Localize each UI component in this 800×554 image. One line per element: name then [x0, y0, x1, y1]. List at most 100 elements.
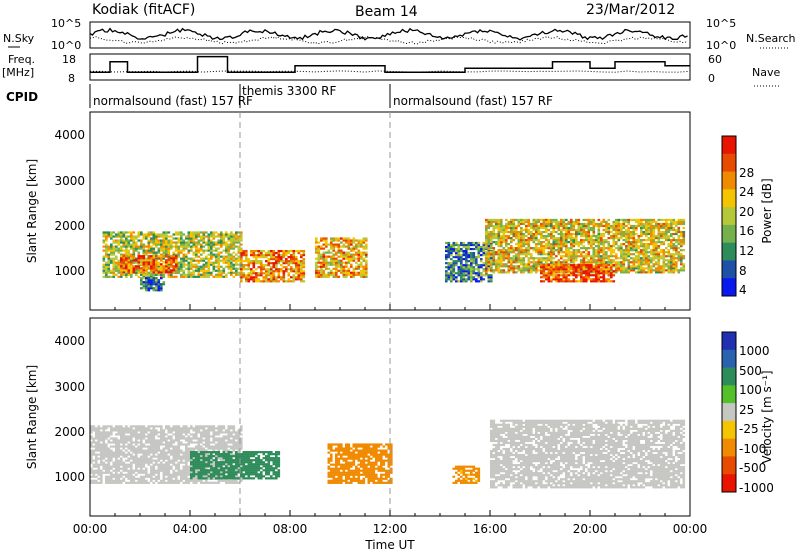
- power-cell: [587, 259, 591, 262]
- power-cell: [615, 224, 618, 228]
- power-cell: [242, 251, 246, 255]
- power-cell: [657, 251, 661, 254]
- velocity-cell: [95, 445, 98, 448]
- power-cell: [180, 231, 183, 234]
- velocity-cell: [155, 471, 158, 474]
- power-cell: [102, 235, 106, 238]
- power-cell: [575, 220, 578, 224]
- velocity-cell: [140, 457, 143, 460]
- velocity-cell: [167, 437, 171, 440]
- power-cell: [127, 253, 131, 256]
- power-cell: [557, 224, 561, 228]
- power-cell: [595, 274, 598, 277]
- power-cell: [607, 274, 611, 277]
- power-cell: [662, 218, 666, 222]
- velocity-cell: [185, 437, 188, 440]
- power-cell: [167, 265, 171, 268]
- power-cell: [595, 234, 598, 238]
- power-cell: [610, 269, 613, 272]
- power-cell: [155, 283, 158, 286]
- power-cell: [570, 238, 573, 242]
- power-cell: [137, 265, 141, 268]
- freq-tick-hi: 18: [62, 53, 76, 66]
- power-cell: [567, 220, 571, 224]
- power-cell: [530, 267, 533, 270]
- velocity-cell: [117, 473, 121, 476]
- power-cell: [165, 243, 168, 246]
- power-cell: [195, 263, 198, 266]
- power-cell: [490, 261, 493, 264]
- power-cell: [667, 271, 671, 274]
- velocity-cell: [122, 447, 126, 450]
- power-cell: [580, 268, 583, 271]
- power-cell: [287, 278, 291, 281]
- velocity-cell: [132, 469, 136, 472]
- power-cell: [477, 243, 481, 247]
- power-cell: [620, 234, 623, 238]
- power-cell: [570, 218, 573, 222]
- velocity-cell: [177, 447, 181, 450]
- power-cell: [660, 269, 663, 272]
- power-cell: [525, 265, 528, 268]
- velocity-cell: [97, 427, 101, 430]
- power-cell: [590, 218, 593, 222]
- power-cell: [320, 247, 323, 250]
- power-cell: [155, 233, 158, 236]
- velocity-cell: [130, 461, 133, 464]
- power-cell: [655, 241, 658, 244]
- power-cell: [452, 256, 456, 259]
- power-cell: [222, 243, 226, 246]
- power-cell: [180, 243, 183, 246]
- power-cell: [192, 269, 196, 272]
- power-cell: [587, 222, 591, 226]
- power-cell: [460, 260, 463, 263]
- power-cell: [615, 218, 618, 222]
- velocity-cell: [102, 425, 106, 428]
- power-cell: [465, 256, 468, 259]
- power-cell: [587, 226, 591, 230]
- power-cell: [295, 266, 298, 269]
- power-cell: [675, 245, 678, 248]
- power-cell: [502, 241, 506, 244]
- velocity-cell: [100, 439, 103, 442]
- power-cell: [557, 228, 561, 232]
- power-cell: [295, 278, 298, 281]
- velocity-cell: [130, 427, 133, 430]
- velocity-cell: [130, 457, 133, 460]
- velocity-cell: [187, 459, 191, 462]
- power-cell: [542, 224, 546, 228]
- power-cell: [237, 245, 241, 248]
- power-cell: [672, 243, 676, 246]
- power-cell: [277, 272, 281, 275]
- power-cell: [177, 251, 181, 254]
- power-cell: [240, 231, 243, 234]
- velocity-cell: [172, 457, 176, 460]
- power-cell: [212, 263, 216, 266]
- velocity-cell: [112, 453, 116, 456]
- power-cell: [160, 233, 163, 236]
- power-cell: [147, 259, 151, 262]
- power-cell: [490, 278, 493, 281]
- velocity-cell: [122, 431, 126, 434]
- power-cell: [227, 233, 231, 236]
- power-cell: [335, 273, 338, 276]
- velocity-cell: [160, 469, 163, 472]
- velocity-cell: [182, 437, 186, 440]
- power-cell: [565, 274, 568, 277]
- power-cell: [562, 243, 566, 246]
- power-cell: [225, 249, 228, 252]
- power-cell: [595, 270, 598, 273]
- power-cell: [222, 255, 226, 258]
- power-cell: [267, 270, 271, 273]
- power-cell: [340, 271, 343, 274]
- velocity-cell: [102, 429, 106, 432]
- power-cell: [290, 260, 293, 263]
- power-cell: [647, 245, 651, 248]
- velocity-cell: [140, 455, 143, 458]
- power-cell: [682, 263, 686, 266]
- velocity-cell: [167, 477, 171, 480]
- power-cell: [247, 280, 251, 283]
- power-cell: [355, 247, 358, 250]
- power-cell: [597, 259, 601, 262]
- velocity-cell: [97, 463, 101, 466]
